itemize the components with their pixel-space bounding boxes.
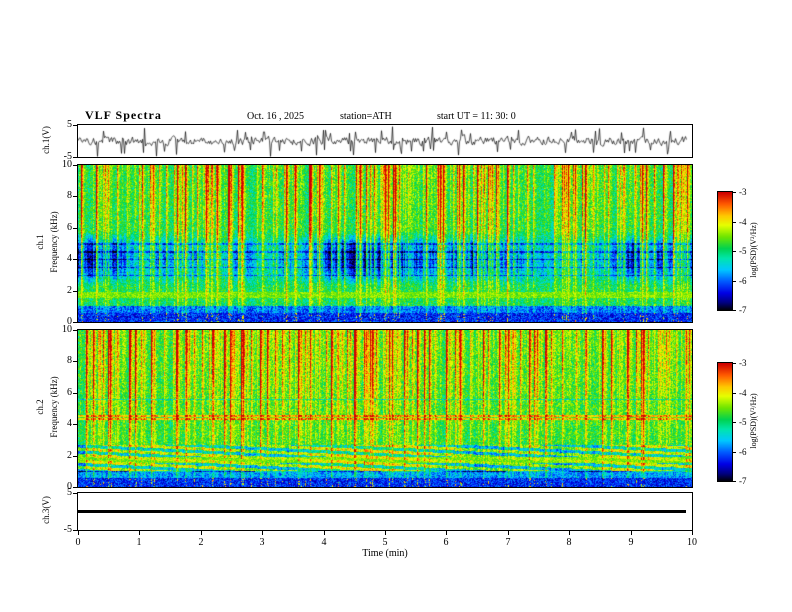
cbar1-tick-mark — [732, 310, 736, 311]
ch3-wave-ytick-mark — [73, 493, 78, 494]
cbar2-tick-mark — [732, 481, 736, 482]
cbar2-tick-label: -7 — [739, 476, 747, 486]
spec2-ytick-mark — [73, 361, 78, 362]
cbar2-tick-mark — [732, 363, 736, 364]
colorbar1-canvas — [718, 192, 732, 310]
colorbar2-canvas — [718, 363, 732, 481]
spec2-channel-label: ch.2 — [35, 399, 45, 415]
x-tick-mark — [78, 531, 79, 535]
cbar2-tick-mark — [732, 422, 736, 423]
cbar1-tick-mark — [732, 222, 736, 223]
x-axis-title: Time (min) — [362, 548, 408, 559]
x-tick-label: 3 — [259, 537, 265, 548]
x-tick-label: 6 — [443, 537, 449, 548]
x-tick-label: 9 — [628, 537, 634, 548]
spec2-ytick-label: 10 — [62, 324, 72, 335]
x-tick-label: 7 — [505, 537, 511, 548]
figure-title: VLF Spectra — [85, 108, 162, 122]
cbar1-tick-label: -5 — [739, 246, 747, 256]
cbar2-tick-label: -3 — [739, 358, 747, 368]
spec1-ytick-label: 6 — [67, 222, 72, 233]
ch3-ymin-label: -5 — [63, 524, 72, 535]
x-tick-label: 4 — [321, 537, 327, 548]
cbar1-tick-mark — [732, 281, 736, 282]
cbar1-tick-label: -7 — [739, 305, 747, 315]
cbar1-tick-label: -3 — [739, 187, 747, 197]
x-tick-mark — [385, 531, 386, 535]
ch1-wave-ytick-mark — [73, 125, 78, 126]
ch1-wave-ytick-mark — [73, 157, 78, 158]
ch2-spectrogram-panel — [77, 329, 693, 488]
figure-date: Oct. 16 , 2025 — [247, 111, 304, 122]
spec2-ytick-label: 6 — [67, 387, 72, 398]
x-tick-mark — [139, 531, 140, 535]
ch1-ymax-label: 5 — [67, 119, 72, 130]
x-tick-mark — [446, 531, 447, 535]
x-tick-mark — [201, 531, 202, 535]
ch1-spectrogram-panel — [77, 164, 693, 323]
cbar2-tick-mark — [732, 452, 736, 453]
spec1-ytick-mark — [73, 291, 78, 292]
spec2-ytick-mark — [73, 487, 78, 488]
spec2-ytick-label: 2 — [67, 450, 72, 461]
spec2-ytick-mark — [73, 424, 78, 425]
x-tick-mark — [262, 531, 263, 535]
cbar1-tick-label: -4 — [739, 217, 747, 227]
spec1-ytick-label: 8 — [67, 190, 72, 201]
spec1-ytick-mark — [73, 322, 78, 323]
spec1-channel-label: ch.1 — [35, 234, 45, 250]
x-tick-mark — [692, 531, 693, 535]
ch3-signal-line — [78, 510, 686, 513]
cbar2-tick-mark — [732, 393, 736, 394]
ch2-spectrogram-canvas — [78, 330, 692, 487]
station-label: station=ATH — [340, 111, 392, 122]
cbar2-tick-label: -4 — [739, 388, 747, 398]
spec2-ytick-mark — [73, 330, 78, 331]
cbar1-tick-mark — [732, 251, 736, 252]
cbar1-tick-mark — [732, 192, 736, 193]
spec1-ytick-mark — [73, 259, 78, 260]
spec1-ytick-label: 2 — [67, 285, 72, 296]
cbar2-tick-label: -5 — [739, 417, 747, 427]
ch1-spectrogram-canvas — [78, 165, 692, 322]
spec2-ytick-label: 8 — [67, 355, 72, 366]
spec1-ytick-mark — [73, 165, 78, 166]
spec2-ytick-mark — [73, 456, 78, 457]
colorbar2 — [717, 362, 733, 482]
spec1-ylabel: Frequency (kHz) — [49, 211, 59, 273]
x-tick-mark — [508, 531, 509, 535]
spec1-ytick-label: 10 — [62, 159, 72, 170]
spec2-ytick-label: 0 — [67, 481, 72, 492]
x-tick-mark — [324, 531, 325, 535]
x-tick-label: 2 — [198, 537, 204, 548]
x-tick-mark — [631, 531, 632, 535]
spec1-ytick-label: 4 — [67, 253, 72, 264]
x-tick-label: 10 — [687, 537, 697, 548]
x-tick-label: 8 — [566, 537, 572, 548]
ch1-ymin-label: -5 — [63, 151, 72, 162]
spec1-ytick-mark — [73, 228, 78, 229]
ch1-waveform-panel — [77, 124, 693, 158]
ch3-wave-ytick-mark — [73, 530, 78, 531]
cbar2-tick-label: -6 — [739, 447, 747, 457]
start-ut-label: start UT = 11: 30: 0 — [437, 111, 516, 122]
x-tick-label: 5 — [382, 537, 388, 548]
spec1-ytick-label: 0 — [67, 316, 72, 327]
spec2-ytick-mark — [73, 393, 78, 394]
spec2-ytick-label: 4 — [67, 418, 72, 429]
x-tick-label: 0 — [75, 537, 81, 548]
spec2-ylabel: Frequency (kHz) — [49, 376, 59, 438]
cbar1-tick-label: -6 — [739, 276, 747, 286]
colorbar1 — [717, 191, 733, 311]
x-tick-mark — [569, 531, 570, 535]
ch1-waveform-canvas — [78, 125, 692, 157]
ch3-ymax-label: 5 — [67, 487, 72, 498]
x-tick-label: 1 — [136, 537, 142, 548]
spec1-ytick-mark — [73, 196, 78, 197]
